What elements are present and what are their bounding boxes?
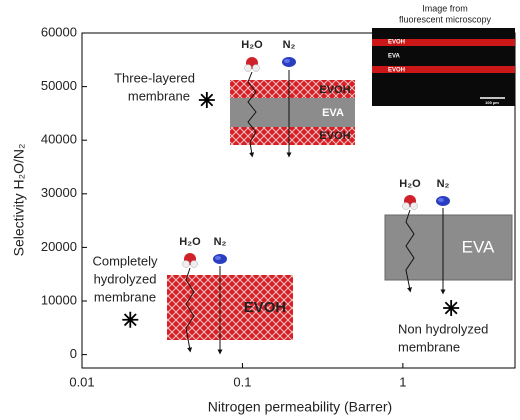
y-tick-label: 0 (70, 346, 77, 361)
micrograph-inset: Image from fluorescent microscopy EVOH E… (372, 3, 515, 106)
molecule-label: H₂O (241, 39, 263, 51)
layer-label: EVOH (319, 84, 350, 96)
micrograph-title: Image from (422, 3, 468, 13)
y-axis-label: Selectivity H₂O/N₂ (11, 144, 27, 257)
point (198, 92, 215, 108)
annotation: membrane (94, 289, 156, 304)
y-tick-label: 50000 (41, 78, 77, 93)
micrograph-label: EVOH (388, 68, 405, 74)
stripe (372, 66, 515, 73)
annotation: hydrolyzed (94, 271, 157, 286)
stripe (372, 39, 515, 46)
molecule-label: N₂ (214, 236, 227, 248)
y-tick-label: 40000 (41, 132, 77, 147)
point (122, 311, 139, 328)
y-tick-label: 30000 (41, 185, 77, 200)
point (443, 299, 460, 316)
annotation: membrane (398, 339, 460, 354)
molecule-label: N₂ (283, 39, 296, 51)
annotation: membrane (128, 88, 190, 103)
micrograph-label: EVA (388, 54, 401, 60)
layer-label: EVOH (319, 130, 350, 142)
micrograph-label: EVOH (388, 40, 405, 46)
evoh-diagram: EVOH H₂O N₂ (167, 236, 293, 355)
annotation: Non hydrolyzed (398, 321, 488, 336)
annotation: Completely (92, 253, 158, 268)
molecule-label: H₂O (399, 178, 421, 190)
y-tick-label: 10000 (41, 292, 77, 307)
layer-label: EVOH (244, 299, 287, 316)
layer-label: EVA (462, 237, 495, 256)
eva-layer (384, 214, 513, 281)
plot-frame (81, 32, 516, 369)
evoh-layer (230, 80, 355, 98)
molecule-label: N₂ (437, 178, 450, 190)
evoh-layer (230, 127, 355, 145)
layer-label: EVA (322, 107, 344, 119)
annotation: Three-layered (114, 70, 195, 85)
eva-layer (230, 98, 355, 127)
eva-diagram: EVA H₂O N₂ (384, 178, 513, 295)
y-tick-label: 20000 (41, 239, 77, 254)
x-tick-label: 1 (399, 374, 406, 389)
x-tick-label: 0.01 (69, 374, 94, 389)
x-tick-label: 0.1 (233, 374, 251, 389)
scale-label: 100 µm (485, 100, 499, 105)
micrograph-title: fluorescent microscopy (399, 14, 492, 24)
molecule-label: H₂O (179, 236, 201, 248)
y-tick-label: 60000 (41, 24, 77, 39)
x-axis-label: Nitrogen permeability (Barrer) (208, 399, 392, 415)
three-layer-diagram: EVOH EVA EVOH H₂O N₂ (230, 39, 355, 158)
